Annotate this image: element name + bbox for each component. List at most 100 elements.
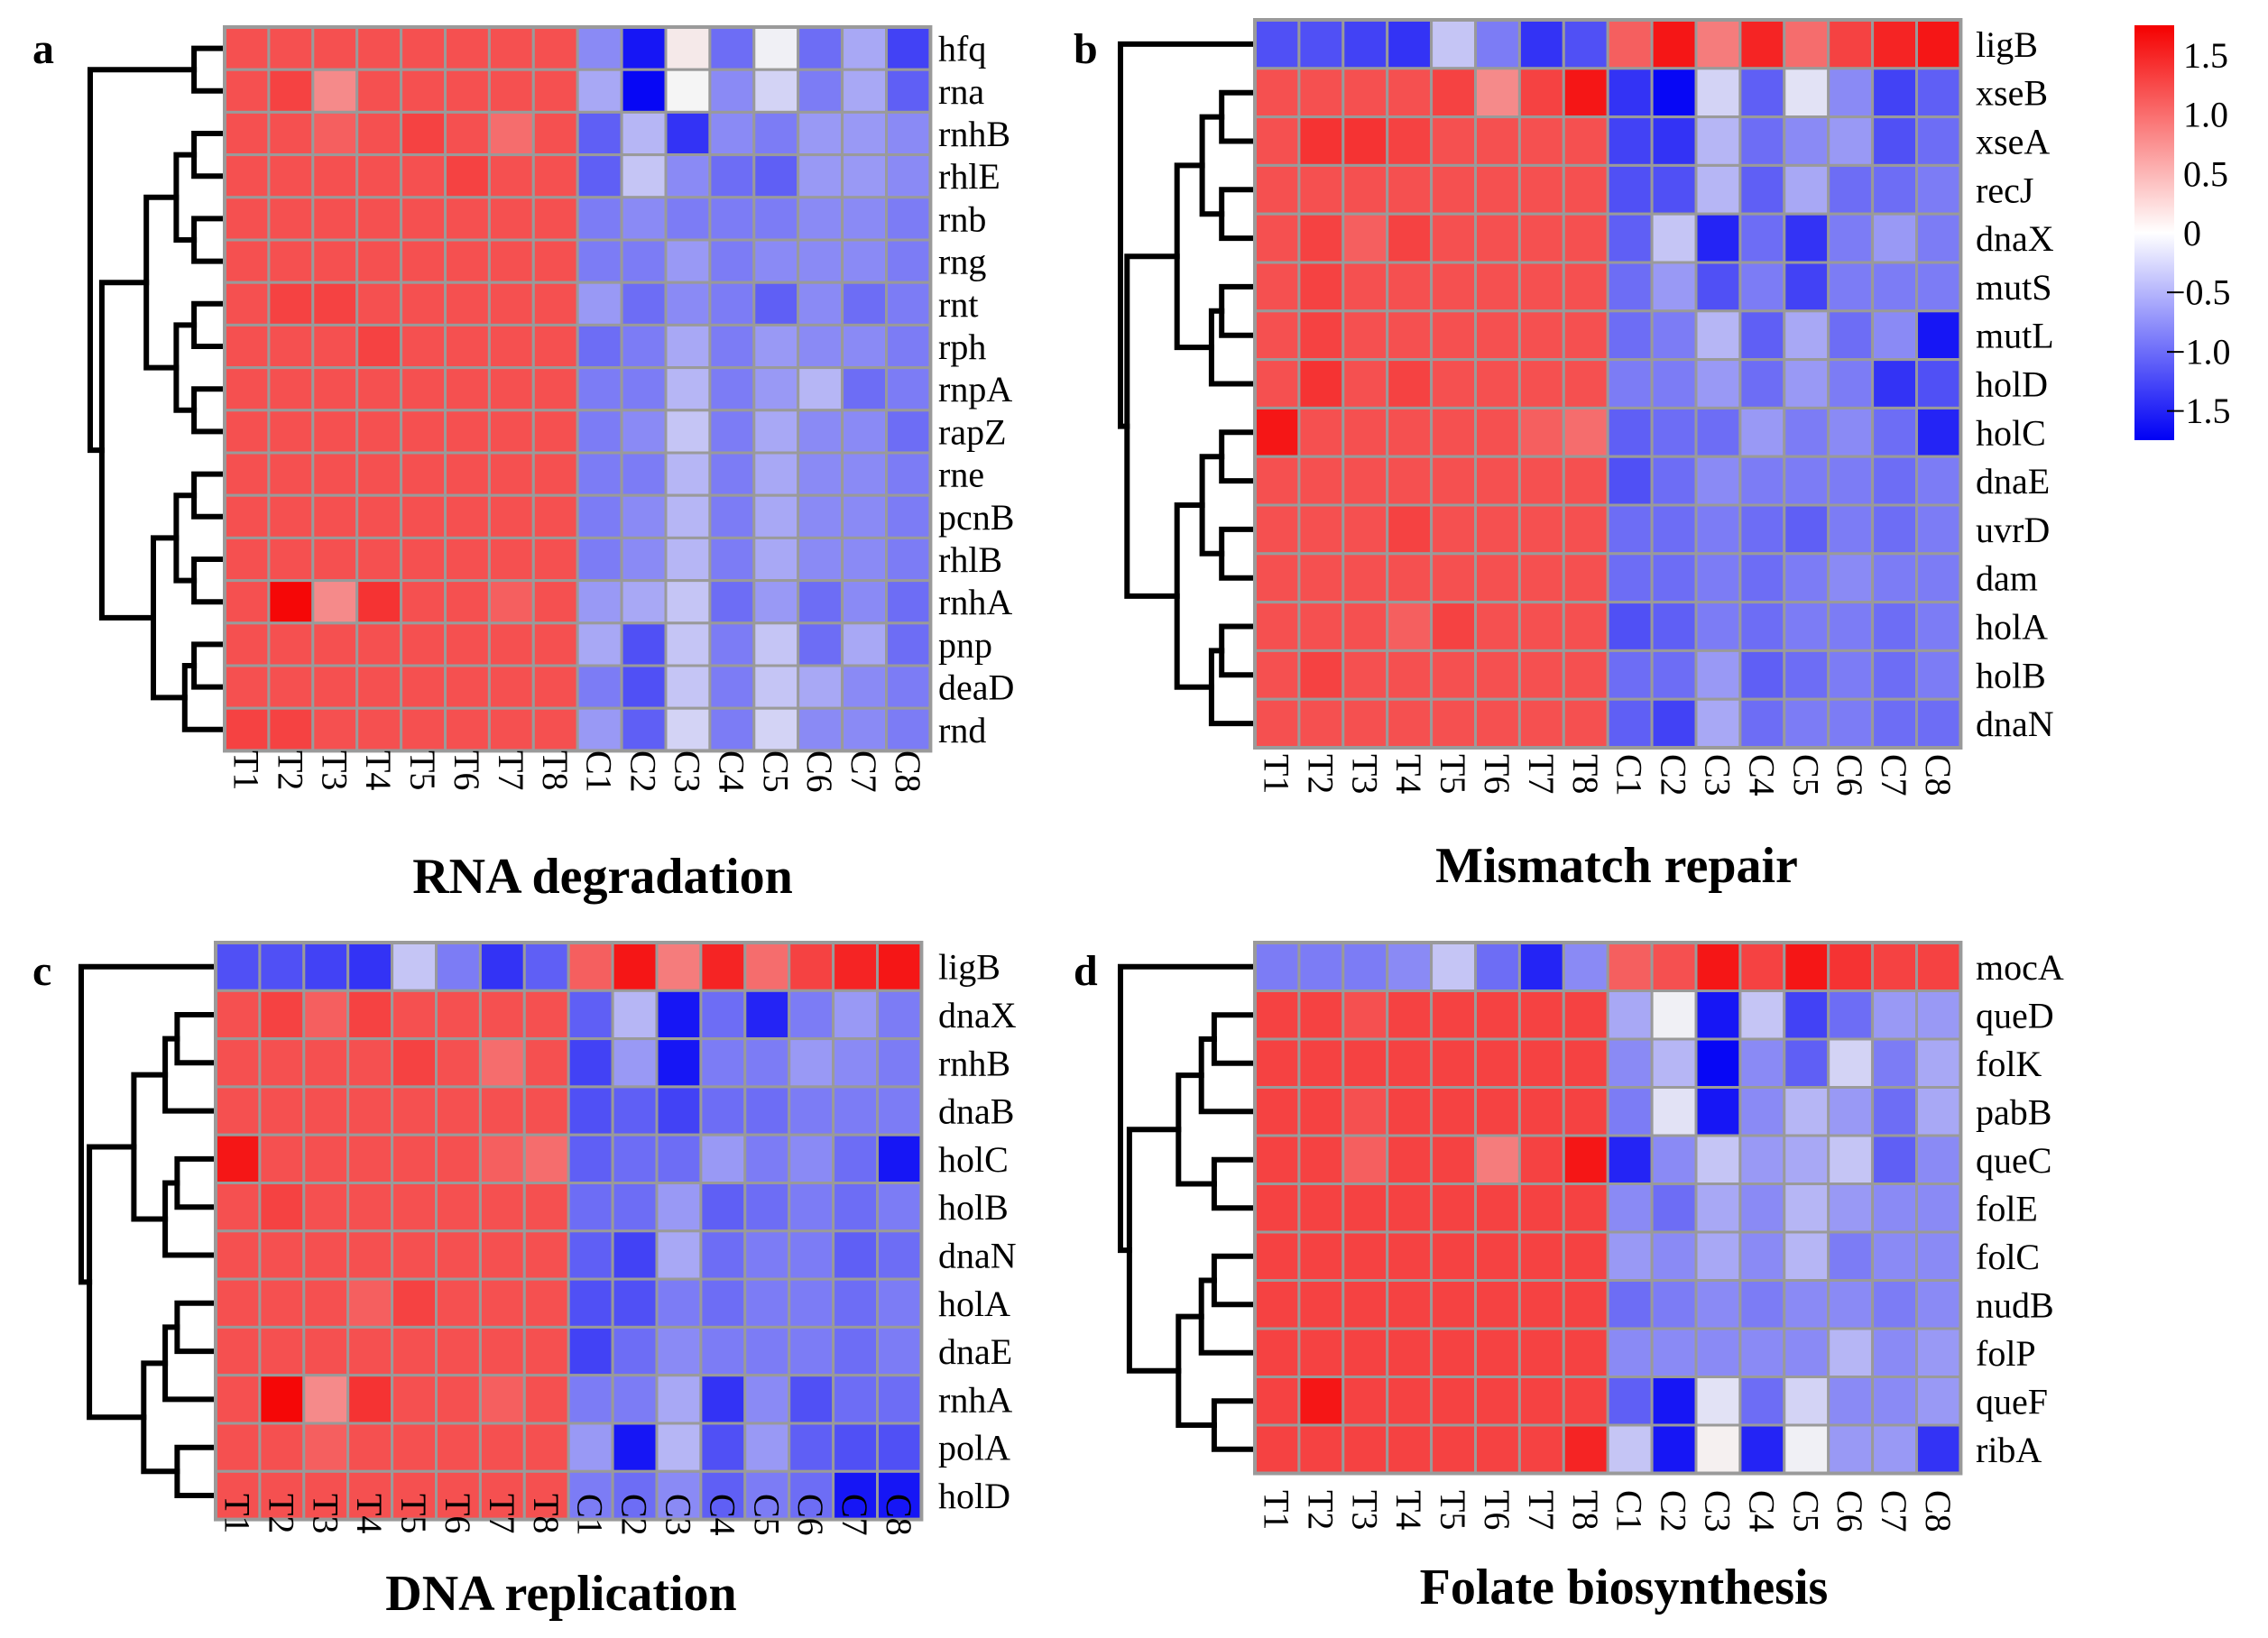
- heatmap-cell: [1650, 455, 1698, 507]
- sample-label: C3: [659, 1494, 699, 1536]
- heatmap-cell: [1562, 67, 1609, 119]
- heatmap-cell: [1341, 1279, 1389, 1330]
- heatmap-cell: [1297, 18, 1345, 70]
- heatmap-cell: [1827, 455, 1875, 507]
- heatmap-cell: [522, 1277, 570, 1329]
- heatmap-cell: [876, 941, 923, 992]
- heatmap-cell: [1783, 601, 1830, 652]
- dendrogram-branch: [1199, 114, 1225, 217]
- heatmap-cell: [1650, 163, 1698, 216]
- heatmap-cell: [355, 664, 403, 710]
- heatmap-cell: [1783, 1230, 1830, 1282]
- heatmap-cell: [435, 1422, 482, 1473]
- heatmap-cell: [1517, 989, 1565, 1041]
- heatmap-cell: [841, 323, 888, 370]
- heatmap-cell: [223, 664, 271, 710]
- heatmap-cell: [576, 536, 623, 583]
- heatmap-cell: [743, 1422, 791, 1473]
- heatmap-cell: [522, 941, 570, 992]
- heatmap-cell: [444, 409, 491, 455]
- heatmap-cell: [1386, 309, 1434, 362]
- heatmap-cell: [223, 153, 271, 199]
- heatmap-cell: [1341, 601, 1389, 652]
- heatmap-cell: [346, 1037, 394, 1089]
- heatmap-cell: [522, 1325, 570, 1377]
- heatmap-cell: [1386, 1279, 1434, 1330]
- heatmap-cell: [1871, 1376, 1919, 1427]
- heatmap-cell: [531, 110, 579, 157]
- heatmap-cell: [567, 1133, 614, 1184]
- heatmap-cell: [567, 1422, 614, 1473]
- heatmap-cell: [620, 68, 668, 114]
- heatmap-cell: [1827, 1423, 1875, 1475]
- heatmap-cell: [1341, 406, 1389, 458]
- gene-label: mutS: [1976, 267, 2051, 308]
- gene-label: recJ: [1976, 170, 2033, 210]
- heatmap-cell: [1297, 1279, 1345, 1330]
- legend-tick-label: −0.5: [2165, 272, 2231, 313]
- heatmap-cell: [1606, 212, 1654, 264]
- panel-d-title: Folate biosynthesis: [1420, 1560, 1829, 1615]
- heatmap-cell: [1297, 697, 1345, 750]
- heatmap-cell: [1430, 261, 1477, 313]
- heatmap-cell: [797, 25, 844, 71]
- heatmap-cell: [1694, 455, 1742, 507]
- heatmap-cell: [1694, 115, 1742, 167]
- heatmap-cell: [655, 1085, 703, 1136]
- sample-label: T7: [482, 1494, 522, 1533]
- dendrogram-branch: [191, 216, 223, 264]
- heatmap-cell: [1650, 601, 1698, 652]
- sample-label: C8: [879, 1494, 919, 1536]
- sample-label: C4: [702, 1494, 742, 1536]
- heatmap-cell: [832, 989, 879, 1041]
- heatmap-cell: [1783, 67, 1830, 119]
- gene-label: rnhA: [938, 1379, 1012, 1420]
- heatmap-cell: [1650, 309, 1698, 362]
- heatmap-cell: [1253, 358, 1301, 410]
- heatmap-cell: [1430, 503, 1477, 556]
- heatmap-cell: [1386, 455, 1434, 507]
- heatmap-cell: [752, 68, 800, 114]
- heatmap-cell: [1297, 989, 1345, 1041]
- heatmap-cell: [743, 1182, 791, 1233]
- heatmap-cell: [1474, 601, 1521, 652]
- sample-label: C2: [1654, 1490, 1694, 1532]
- heatmap-cell: [885, 579, 932, 625]
- sample-label: C6: [799, 750, 840, 793]
- panel-a-dendrogram: [88, 45, 223, 732]
- gene-label: mocA: [1976, 947, 2064, 988]
- heatmap-cell: [1694, 1230, 1742, 1282]
- dendrogram-branch: [1208, 308, 1253, 387]
- heatmap-cell: [1694, 941, 1742, 992]
- sample-label: C3: [1698, 1490, 1738, 1532]
- heatmap-cell: [1871, 1086, 1919, 1137]
- heatmap-cell: [1297, 1327, 1345, 1378]
- heatmap-cell: [1430, 406, 1477, 458]
- heatmap-cell: [1915, 261, 1962, 313]
- heatmap-cell: [1430, 1182, 1477, 1234]
- sample-label: T1: [226, 750, 266, 790]
- heatmap-cell: [1386, 1134, 1434, 1185]
- heatmap-cell: [876, 1422, 923, 1473]
- heatmap-cell: [743, 1277, 791, 1329]
- heatmap-cell: [1341, 309, 1389, 362]
- heatmap-cell: [1738, 1376, 1786, 1427]
- heatmap-cell: [841, 621, 888, 667]
- heatmap-cell: [832, 1374, 879, 1425]
- heatmap-cell: [1562, 212, 1609, 264]
- heatmap-cell: [1827, 697, 1875, 750]
- heatmap-cell: [1386, 989, 1434, 1041]
- dendrogram-branch: [162, 1035, 214, 1114]
- heatmap-cell: [1562, 989, 1609, 1041]
- heatmap-cell: [1562, 552, 1609, 604]
- heatmap-cell: [1738, 601, 1786, 652]
- heatmap-cell: [885, 323, 932, 370]
- heatmap-cell: [1386, 261, 1434, 313]
- heatmap-cell: [1606, 18, 1654, 70]
- heatmap-cell: [1517, 601, 1565, 652]
- heatmap-cell: [1562, 1327, 1609, 1378]
- heatmap-cell: [1650, 1230, 1698, 1282]
- heatmap-cell: [1297, 406, 1345, 458]
- heatmap-cell: [1386, 115, 1434, 167]
- heatmap-cell: [664, 281, 712, 327]
